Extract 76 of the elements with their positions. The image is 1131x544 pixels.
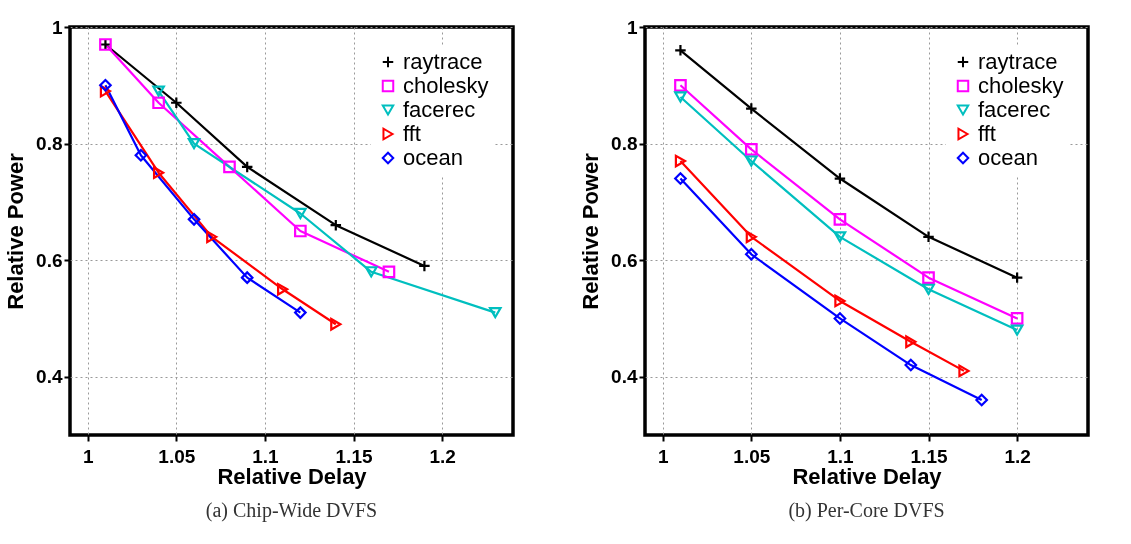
point bbox=[833, 312, 847, 325]
point bbox=[904, 358, 918, 372]
legend-label: cholesky bbox=[978, 73, 1064, 98]
point bbox=[674, 91, 687, 103]
point bbox=[1010, 271, 1024, 284]
point bbox=[833, 172, 847, 185]
legend-label: fft bbox=[403, 121, 421, 146]
point bbox=[922, 230, 935, 244]
point bbox=[744, 155, 758, 167]
point bbox=[744, 247, 758, 261]
point bbox=[223, 160, 236, 174]
point bbox=[152, 96, 165, 110]
point bbox=[922, 271, 935, 284]
point bbox=[744, 143, 758, 156]
point bbox=[922, 283, 935, 295]
point bbox=[958, 364, 970, 378]
legend-label: facerec bbox=[978, 97, 1051, 122]
point bbox=[745, 230, 757, 244]
point bbox=[674, 154, 687, 168]
y-tick-label: 0.6 bbox=[36, 249, 63, 271]
point bbox=[240, 160, 254, 174]
point bbox=[152, 166, 165, 180]
x-tick-label: 1.2 bbox=[1004, 445, 1031, 467]
point bbox=[134, 148, 148, 162]
legend-label: cholesky bbox=[403, 73, 489, 98]
y-tick-label: 1 bbox=[626, 16, 638, 38]
point bbox=[975, 393, 989, 407]
point bbox=[294, 207, 307, 220]
point bbox=[206, 230, 218, 244]
point bbox=[364, 266, 378, 278]
x-tick-label: 1 bbox=[657, 445, 669, 467]
point bbox=[1010, 312, 1024, 325]
text: (b) Per-Core DVFS bbox=[788, 499, 945, 522]
point bbox=[329, 218, 343, 232]
x-tick-label: 1.05 bbox=[733, 445, 771, 467]
y-tick-label: 0.8 bbox=[36, 133, 63, 155]
y-tick-label: 0.4 bbox=[36, 366, 63, 388]
point bbox=[382, 265, 396, 279]
point bbox=[834, 294, 846, 308]
point bbox=[187, 137, 201, 150]
point bbox=[905, 335, 917, 349]
y-axis-title: Relative Power bbox=[3, 152, 29, 310]
point bbox=[277, 282, 289, 296]
y-tick-label: 0.8 bbox=[611, 133, 638, 155]
point bbox=[187, 213, 201, 226]
x-tick-label: 1.05 bbox=[158, 445, 196, 467]
point bbox=[674, 43, 687, 57]
legend-label: fft bbox=[978, 121, 996, 146]
point bbox=[152, 85, 165, 97]
point bbox=[1010, 324, 1024, 336]
legend-label: ocean bbox=[403, 145, 463, 170]
point bbox=[488, 306, 502, 319]
point bbox=[674, 172, 687, 185]
point bbox=[99, 78, 112, 92]
x-tick-label: 1.2 bbox=[429, 445, 456, 467]
text: (a) Chip-Wide DVFS bbox=[205, 499, 378, 522]
point bbox=[294, 224, 307, 238]
y-axis-title: Relative Power bbox=[578, 152, 604, 310]
y-tick-label: 0.4 bbox=[611, 366, 638, 388]
legend-label: facerec bbox=[403, 97, 476, 122]
point bbox=[833, 213, 847, 226]
point bbox=[674, 78, 687, 92]
point bbox=[744, 102, 758, 115]
y-tick-label: 1 bbox=[51, 16, 63, 38]
point bbox=[169, 96, 183, 110]
x-tick-label: 1 bbox=[82, 445, 94, 467]
legend-label: raytrace bbox=[403, 49, 483, 74]
point bbox=[833, 231, 847, 243]
point bbox=[240, 271, 254, 284]
point bbox=[330, 317, 342, 331]
point bbox=[99, 84, 112, 98]
legend-label: ocean bbox=[978, 145, 1038, 170]
legend-label: raytrace bbox=[978, 49, 1058, 74]
y-tick-label: 0.6 bbox=[611, 249, 638, 271]
point bbox=[418, 259, 431, 273]
point bbox=[294, 306, 307, 319]
